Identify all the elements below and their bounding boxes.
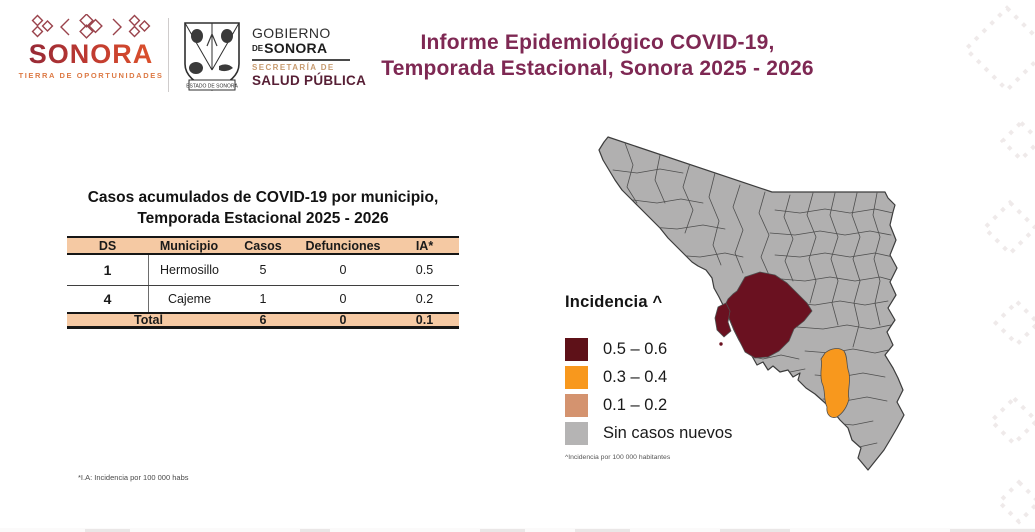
wordmark-rule (252, 59, 350, 62)
cell-municipio: Cajeme (148, 286, 230, 312)
total-casos: 6 (259, 313, 267, 327)
cell-municipio: Hermosillo (148, 255, 230, 285)
legend-item: 0.1 – 0.2 (565, 394, 732, 417)
region-hermosillo-island (714, 302, 732, 338)
legend-label: 0.3 – 0.4 (603, 368, 668, 386)
total-label: Total (134, 313, 163, 327)
legend-swatch-orange (565, 366, 588, 389)
salud-publica-label: SALUD PÚBLICA (252, 72, 367, 88)
choropleth-map-icon (598, 136, 905, 471)
col-header-defunciones: Defunciones (305, 238, 381, 253)
cell-ia: 0.2 (415, 292, 434, 306)
col-header-ia: IA* (415, 238, 434, 253)
legend-item: 0.5 – 0.6 (565, 338, 732, 361)
region-cajeme (820, 348, 850, 418)
state-coat-of-arms-icon: ESTADO DE SONORA (184, 22, 240, 91)
table-title-line1: Casos acumulados de COVID-19 por municip… (87, 189, 439, 206)
legend-label: 0.1 – 0.2 (603, 396, 668, 414)
brand-name: SONORA (16, 41, 166, 68)
table-row: 4 Cajeme 1 0 0.2 (67, 286, 459, 312)
cell-defunciones: 0 (339, 263, 347, 277)
legend-label: Sin casos nuevos (603, 424, 733, 442)
sonora-logo-pattern-icon (31, 14, 151, 39)
legend-swatch-salmon (565, 394, 588, 417)
table-title-line2: Temporada Estacional 2025 - 2026 (137, 209, 389, 227)
legend-swatch-gray (565, 422, 588, 445)
sonora-logo: SONORA TIERRA DE OPORTUNIDADES (16, 14, 166, 80)
cell-ds: 1 (103, 262, 112, 278)
right-decorative-pattern (963, 5, 1035, 525)
total-defunciones: 0 (339, 313, 347, 327)
map-legend: Incidencia ^ 0.5 – 0.6 0.3 – 0.4 0.1 – 0… (565, 293, 732, 461)
government-logo: ESTADO DE SONORA GOBIERNO DESONORA SECRE… (181, 20, 366, 94)
cell-defunciones: 0 (339, 292, 347, 306)
cell-casos: 5 (259, 263, 267, 277)
total-ia: 0.1 (415, 313, 434, 327)
col-header-municipio: Municipio (159, 238, 219, 253)
legend-item: 0.3 – 0.4 (565, 366, 732, 389)
legend-footnote: ^Incidencia por 100 000 habitantes (565, 454, 671, 461)
table-title: Casos acumulados de COVID-19 por municip… (67, 188, 459, 230)
legend-item: Sin casos nuevos (565, 422, 732, 445)
cell-casos: 1 (259, 292, 267, 306)
table-header-row: DS Municipio Casos Defunciones IA* (67, 236, 459, 255)
bottom-divider (0, 528, 1035, 532)
de-sonora-label: DESONORA (252, 39, 328, 56)
page-title: Informe Epidemiológico COVID-19, Tempora… (355, 30, 840, 81)
legend-title: Incidencia ^ (565, 293, 663, 311)
gobierno-label: GOBIERNO (252, 25, 331, 41)
page-title-line2: Temporada Estacional, Sonora 2025 - 2026 (381, 56, 814, 80)
cases-table: DS Municipio Casos Defunciones IA* 1 Her… (67, 236, 459, 329)
legend-label: 0.5 – 0.6 (603, 340, 668, 358)
small-island-dot (719, 342, 723, 346)
legend-items: 0.5 – 0.6 0.3 – 0.4 0.1 – 0.2 Sin casos … (565, 338, 732, 445)
table-row: 1 Hermosillo 5 0 0.5 (67, 255, 459, 286)
col-header-casos: Casos (244, 238, 282, 253)
table-total-row: Total 6 0 0.1 (67, 312, 459, 329)
cell-ia: 0.5 (415, 263, 434, 277)
col-header-ds: DS (98, 238, 117, 253)
legend-swatch-dark-red (565, 338, 588, 361)
page-title-line1: Informe Epidemiológico COVID-19, (420, 31, 775, 54)
table-footnote: *I.A: Incidencia por 100 000 habs (78, 473, 189, 482)
sonora-map (585, 115, 930, 475)
header-divider (168, 18, 169, 92)
cell-ds: 4 (103, 291, 112, 307)
brand-tagline: TIERRA DE OPORTUNIDADES (18, 71, 164, 80)
secretaria-label: SECRETARÍA DE (252, 63, 335, 73)
shield-caption: ESTADO DE SONORA (186, 84, 238, 90)
government-wordmark: GOBIERNO DESONORA SECRETARÍA DE SALUD PÚ… (252, 20, 366, 88)
municipal-boundaries (612, 142, 896, 448)
